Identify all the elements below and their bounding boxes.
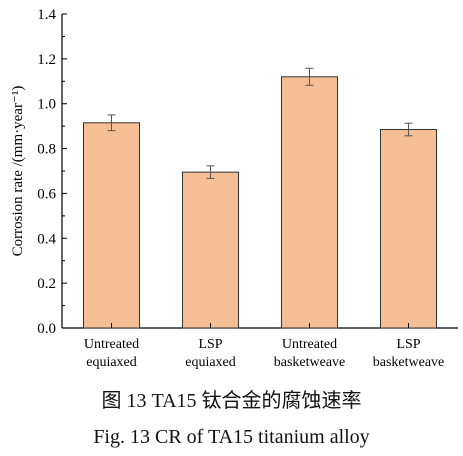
y-tick-label: 1.0: [37, 97, 56, 113]
y-tick-label: 0.0: [37, 321, 56, 337]
y-axis-title: Corrosion rate /(mm·year⁻¹): [10, 86, 26, 257]
figure-caption-chinese: 图 13 TA15 钛合金的腐蚀速率: [101, 390, 362, 412]
bar: [182, 171, 239, 329]
x-tick-label: Untreated: [84, 337, 139, 352]
x-tick-label: LSP: [396, 337, 420, 352]
x-tick-label: equiaxed: [185, 355, 236, 370]
x-tick-label: Untreated: [282, 337, 337, 352]
bar: [83, 122, 140, 329]
y-tick-label: 1.2: [37, 52, 56, 68]
bar: [281, 76, 338, 329]
x-tick-label: basketweave: [373, 355, 445, 370]
bar: [380, 129, 437, 329]
y-tick-label: 0.4: [37, 231, 56, 247]
bar-chart: 0.0 0.2 0.4 0.6 0.8 1.0 1.2 1.4 Corrosion rate /…: [10, 7, 458, 370]
y-tick-label: 0.2: [37, 276, 56, 292]
x-tick-label: equiaxed: [86, 355, 137, 370]
y-tick-label: 1.4: [37, 7, 56, 23]
x-tick-label: LSP: [198, 337, 222, 352]
x-tick-label: basketweave: [274, 355, 346, 370]
y-tick-label: 0.8: [37, 142, 56, 158]
figure-caption-english: Fig. 13 CR of TA15 titanium alloy: [93, 426, 370, 448]
y-tick-label: 0.6: [37, 186, 56, 202]
